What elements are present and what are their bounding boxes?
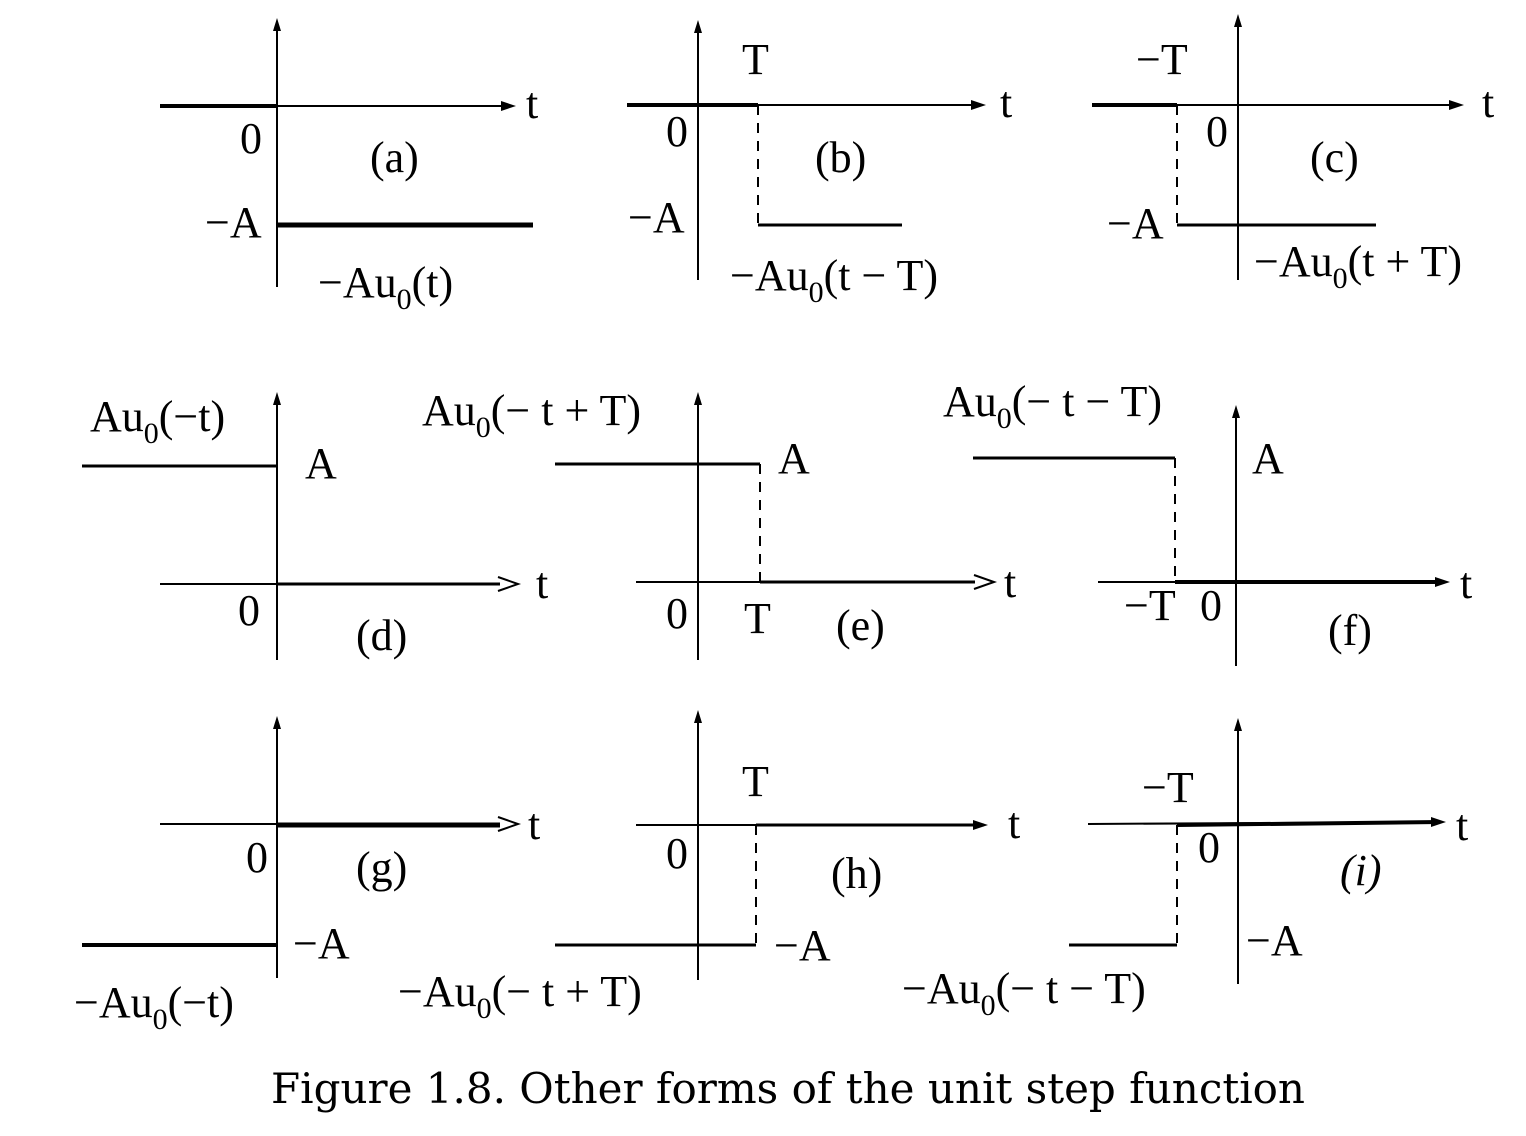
t-axis-arrowhead: [1449, 100, 1464, 110]
vertical-axis-arrowhead: [1234, 718, 1242, 731]
expr-c: −Au0(t + T): [1254, 237, 1462, 295]
panel-tag-c: (c): [1310, 133, 1359, 182]
amplitude-label: −A: [1107, 199, 1164, 248]
vertical-axis-arrowhead: [694, 392, 702, 405]
panel-tag-g: (g): [356, 843, 407, 892]
amplitude-label: A: [305, 439, 337, 488]
t-axis-arrowhead: [497, 576, 522, 592]
t-axis-arrowhead: [501, 101, 516, 111]
panel-tag-f: (f): [1328, 606, 1372, 655]
shift-label: −T: [1136, 35, 1188, 84]
t-label: t: [1456, 801, 1468, 850]
origin-label: 0: [246, 833, 268, 882]
origin-label: 0: [238, 586, 260, 635]
shift-label: T: [742, 757, 769, 806]
panel-tag-d: (d): [356, 611, 407, 660]
amplitude-label: −A: [774, 921, 831, 970]
panel-tag-e: (e): [836, 601, 885, 650]
expr-d: Au0(−t): [90, 392, 225, 450]
expr-e: Au0(− t + T): [422, 386, 641, 444]
t-label: t: [528, 800, 540, 849]
expr-g: −Au0(−t): [74, 978, 234, 1036]
panel-tag-h: (h): [831, 849, 882, 898]
origin-label: 0: [666, 829, 688, 878]
amplitude-label: A: [1252, 434, 1284, 483]
t-axis-arrowhead: [497, 816, 522, 832]
amplitude-label: −A: [293, 919, 350, 968]
zero-segment: [1176, 820, 1441, 827]
t-axis-arrowhead: [973, 574, 998, 590]
t-axis-arrowhead: [971, 100, 986, 110]
vertical-axis-arrowhead: [1234, 14, 1242, 27]
t-label: t: [1008, 799, 1020, 848]
origin-label: 0: [666, 589, 688, 638]
origin-label: 0: [1198, 823, 1220, 872]
t-label: t: [1004, 558, 1016, 607]
amplitude-label: −A: [628, 193, 685, 242]
origin-label: 0: [1200, 581, 1222, 630]
expr-a: −Au0(t): [318, 258, 453, 316]
vertical-axis-arrowhead: [694, 20, 702, 33]
panel-tag-b: (b): [815, 133, 866, 182]
expr-i: −Au0(− t − T): [902, 964, 1146, 1022]
t-label: t: [1460, 559, 1472, 608]
expr-f: Au0(− t − T): [943, 377, 1162, 435]
shift-label: T: [744, 594, 771, 643]
shift-label: −T: [1142, 763, 1194, 812]
shift-label: −T: [1124, 581, 1176, 630]
figure-caption: Figure 1.8. Other forms of the unit step…: [271, 1064, 1305, 1113]
vertical-axis-arrowhead: [273, 18, 281, 31]
t-label: t: [536, 559, 548, 608]
t-label: t: [1000, 78, 1012, 127]
panel-tag-a: (a): [370, 133, 419, 182]
vertical-axis-arrowhead: [273, 392, 281, 405]
expr-h: −Au0(− t + T): [398, 967, 642, 1025]
amplitude-label: A: [778, 434, 810, 483]
vertical-axis-arrowhead: [1232, 405, 1240, 418]
origin-label: 0: [1206, 107, 1228, 156]
t-label: t: [526, 79, 538, 128]
amplitude-label: −A: [1246, 916, 1303, 965]
vertical-axis-arrowhead: [273, 716, 281, 729]
expr-b: −Au0(t − T): [730, 251, 938, 309]
origin-label: 0: [666, 107, 688, 156]
shift-label: T: [742, 35, 769, 84]
amplitude-label: −A: [205, 198, 262, 247]
panel-tag-i: (i): [1340, 846, 1382, 895]
t-label: t: [1482, 78, 1494, 127]
vertical-axis-arrowhead: [694, 710, 702, 723]
origin-label: 0: [240, 114, 262, 163]
